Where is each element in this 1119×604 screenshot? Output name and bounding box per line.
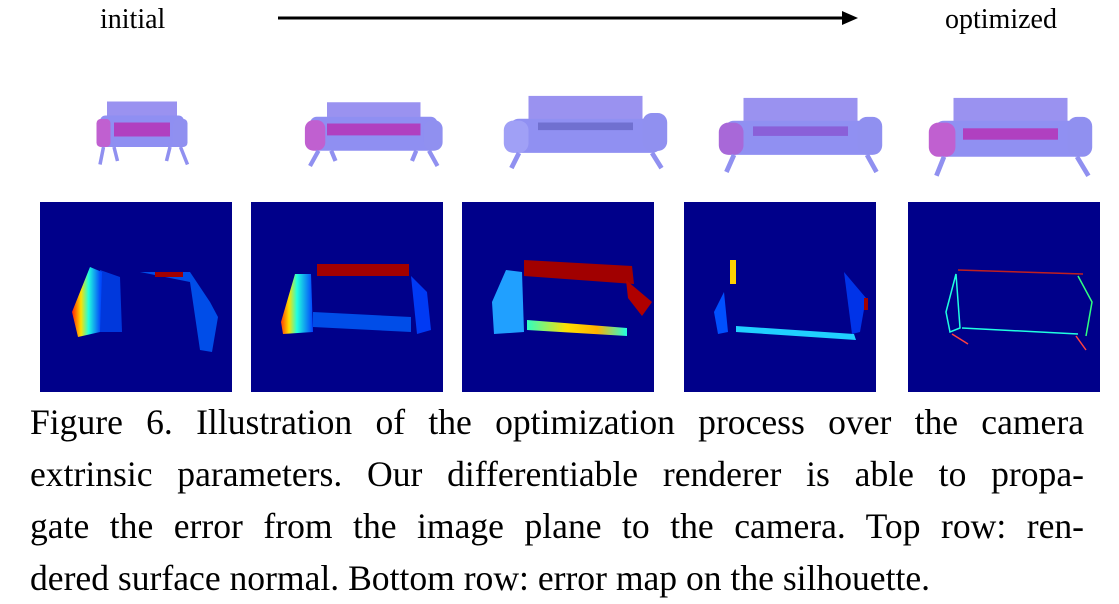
normal-map-image-1 bbox=[96, 101, 190, 166]
normal-map-image-5 bbox=[928, 97, 1093, 178]
caption-line-4: dered surface normal. Bottom row: error … bbox=[30, 558, 931, 598]
caption-line-3: gate the error from the image plane to t… bbox=[30, 506, 1084, 546]
label-optimized: optimized bbox=[945, 4, 1057, 35]
caption-line-2: extrinsic parameters. Our differentiable… bbox=[30, 454, 1084, 494]
error-map-image-2 bbox=[251, 202, 443, 392]
error-map-image-3 bbox=[462, 202, 654, 392]
error-map-image-4 bbox=[684, 202, 876, 392]
error-map-image-1 bbox=[40, 202, 232, 392]
progress-arrow bbox=[278, 11, 858, 25]
normal-map-image-4 bbox=[718, 97, 883, 174]
caption-line-1: Figure 6. Illustration of the optimizati… bbox=[30, 402, 1084, 442]
figure-caption: Figure 6. Illustration of the optimizati… bbox=[30, 396, 1084, 604]
normal-map-image-2 bbox=[304, 102, 443, 168]
label-initial: initial bbox=[100, 4, 166, 35]
error-map-image-5 bbox=[908, 202, 1100, 392]
normal-map-image-3 bbox=[503, 95, 668, 170]
